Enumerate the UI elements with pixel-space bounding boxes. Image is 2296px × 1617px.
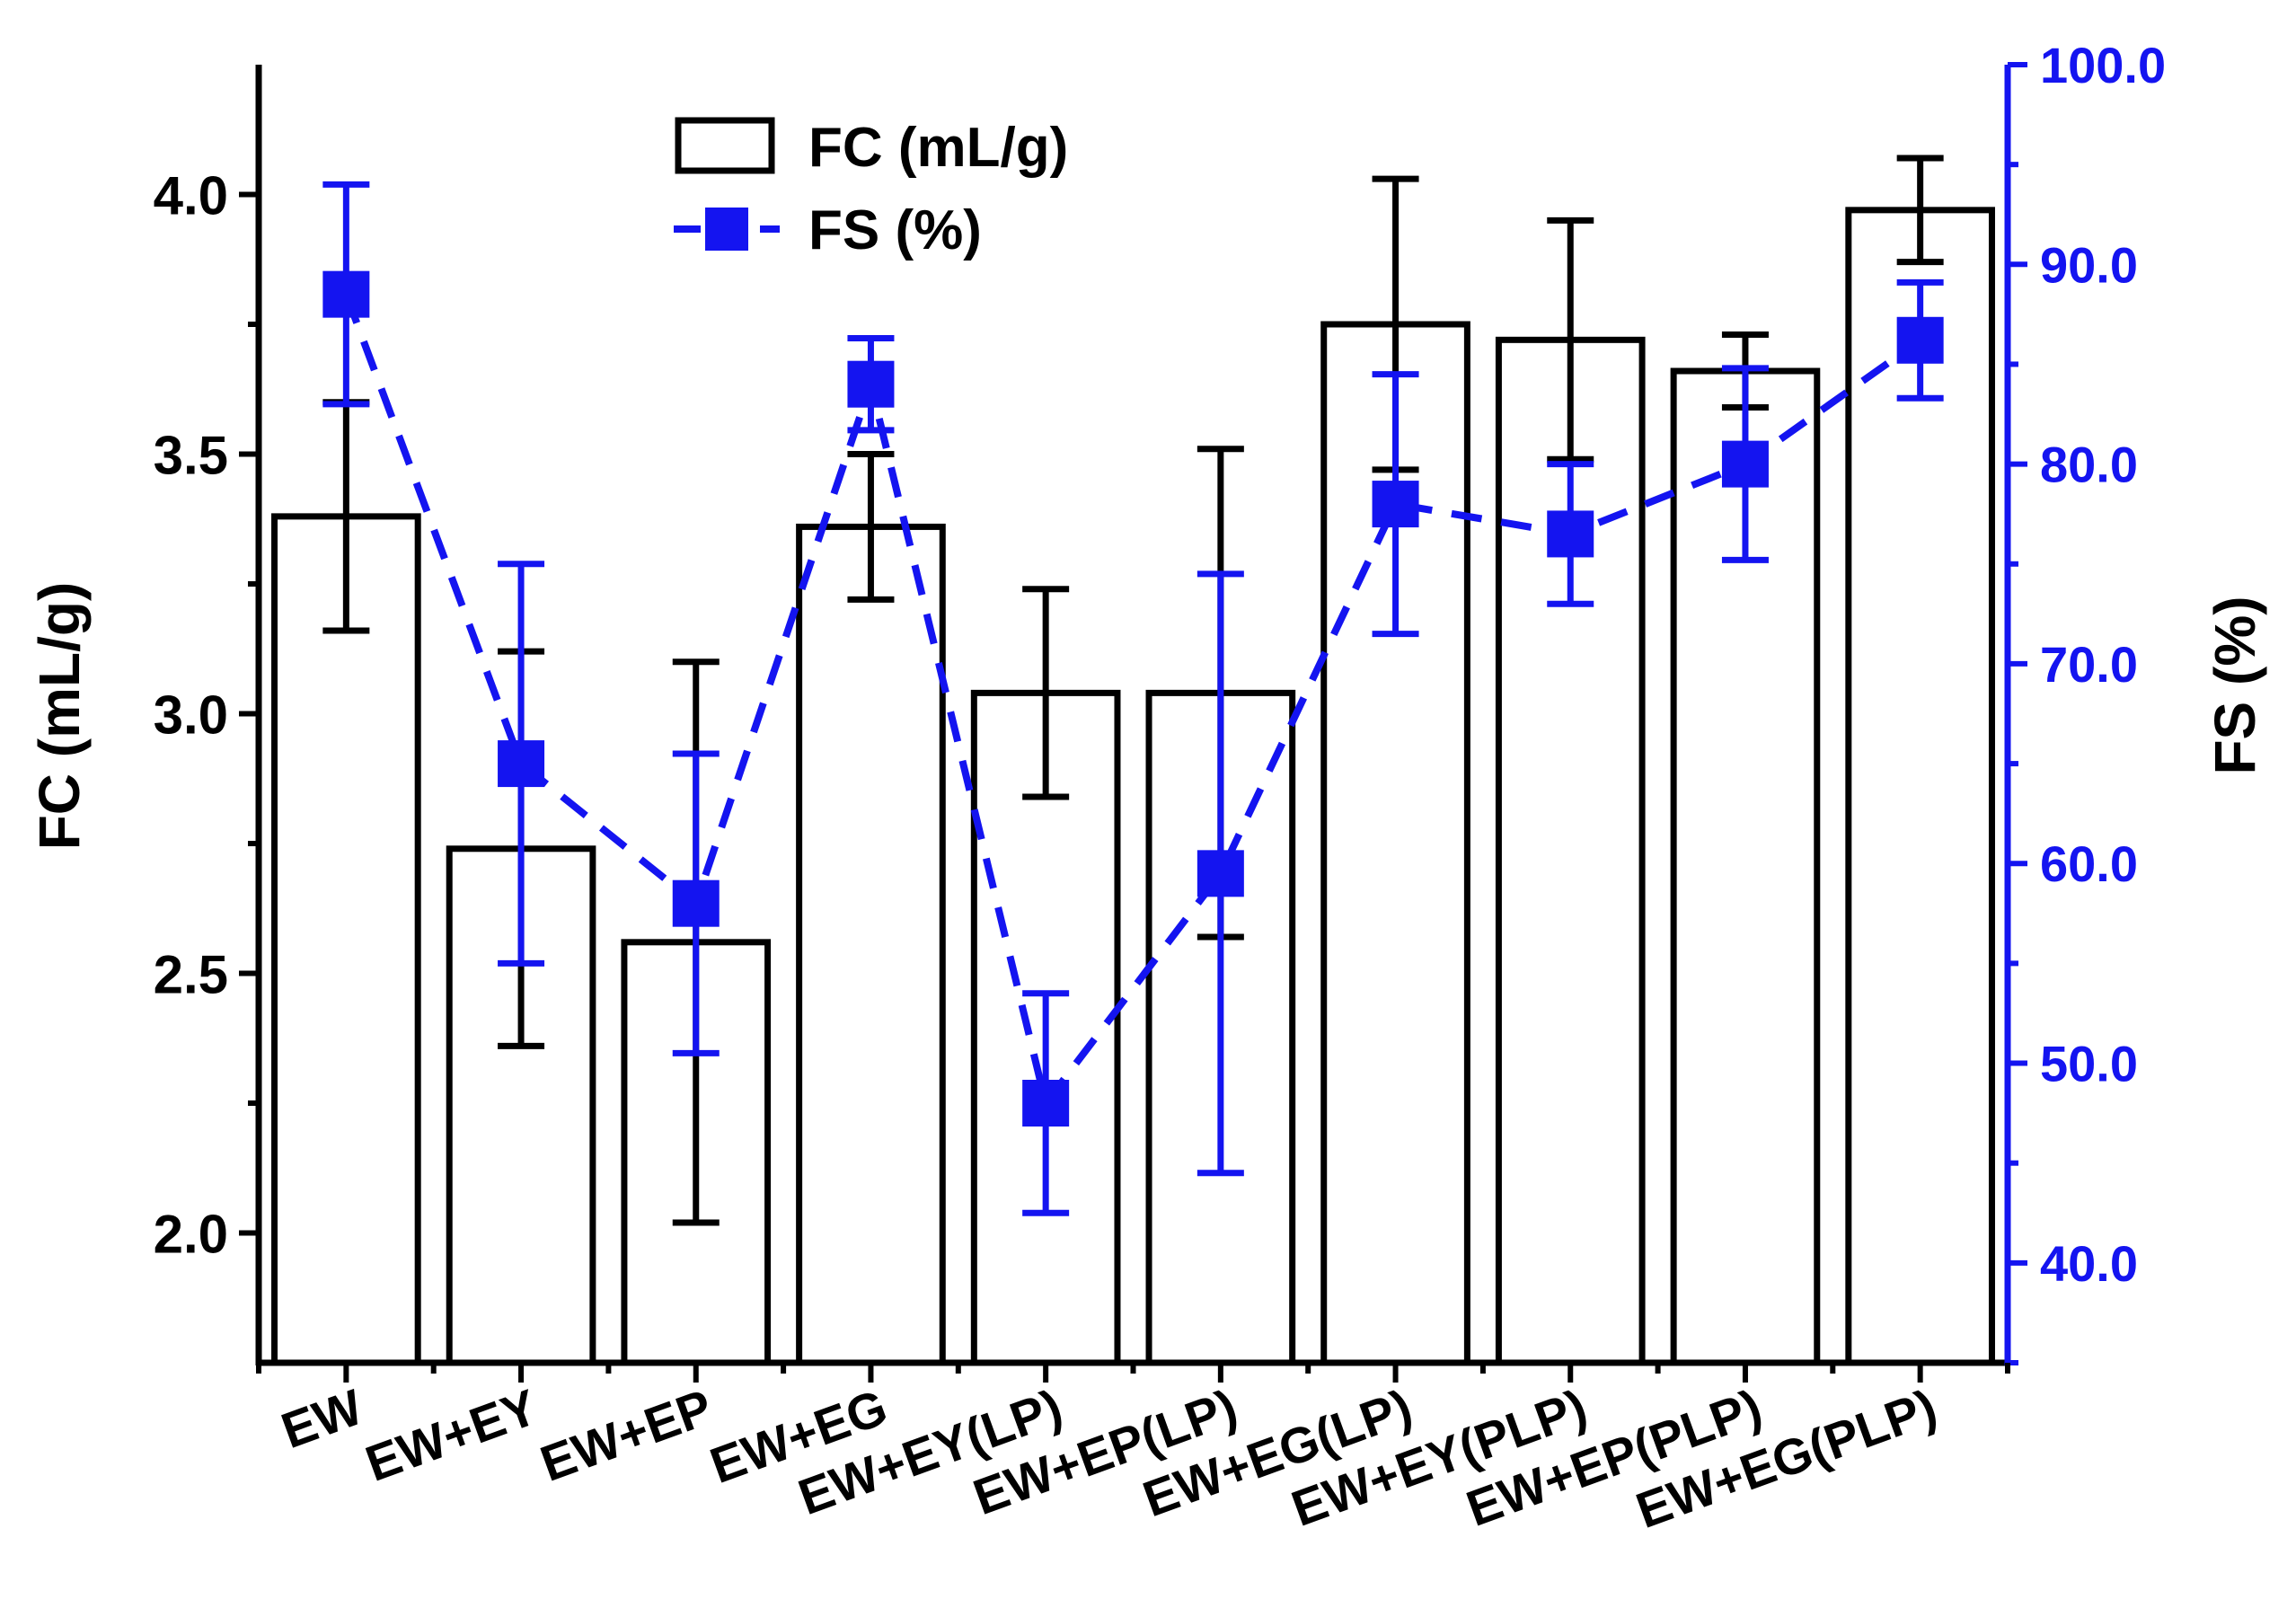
y2-tick-label: 40.0	[2040, 1235, 2138, 1292]
fc-error-bar	[1022, 586, 1070, 800]
y2-axis-title: FS (%)	[2203, 596, 2267, 774]
y2-tick-label: 50.0	[2040, 1036, 2138, 1092]
x-tick-label: EW+EY	[358, 1378, 544, 1492]
y-tick-label: 4.0	[154, 166, 228, 226]
fc-bar	[796, 523, 946, 1366]
fs-point	[1197, 850, 1244, 897]
legend-square-marker	[705, 208, 748, 251]
y2-tick-label: 60.0	[2040, 835, 2138, 892]
fc-bar	[1845, 207, 1995, 1366]
fs-point	[1372, 481, 1419, 528]
fs-point	[1896, 316, 1944, 364]
legend-bar-swatch	[675, 117, 775, 174]
legend: FC (mL/g) FS (%)	[674, 117, 1068, 261]
x-tick-label: EW	[274, 1378, 369, 1459]
fs-point	[1022, 1080, 1070, 1127]
fc-error-bar	[1896, 155, 1944, 266]
legend-fs-label: FS (%)	[808, 199, 982, 261]
y2-tick-label: 70.0	[2040, 636, 2138, 693]
y2-tick-label: 80.0	[2040, 437, 2138, 493]
fs-point	[498, 740, 545, 788]
y-tick-label: 3.0	[154, 685, 228, 746]
y-axis-title: FC (mL/g)	[27, 582, 92, 851]
fc-error-bar	[1547, 216, 1594, 463]
legend-fc-label: FC (mL/g)	[808, 117, 1068, 179]
x-tick-label: EW+EP	[534, 1378, 720, 1492]
fs-point	[1547, 510, 1594, 558]
y2-tick-label: 100.0	[2040, 37, 2166, 93]
y2-tick-label: 90.0	[2040, 236, 2138, 293]
fs-point	[672, 879, 720, 927]
fc-bar	[271, 513, 421, 1366]
line-layer	[322, 181, 1944, 1216]
fc-error-bar	[847, 451, 895, 603]
fs-series-line	[342, 293, 1922, 1112]
y-tick-label: 3.5	[154, 426, 228, 486]
y-tick-label: 2.5	[154, 945, 228, 1005]
fs-point	[322, 270, 370, 318]
fs-point	[847, 360, 895, 408]
fs-point	[1721, 440, 1769, 488]
y-tick-label: 2.0	[154, 1205, 228, 1265]
